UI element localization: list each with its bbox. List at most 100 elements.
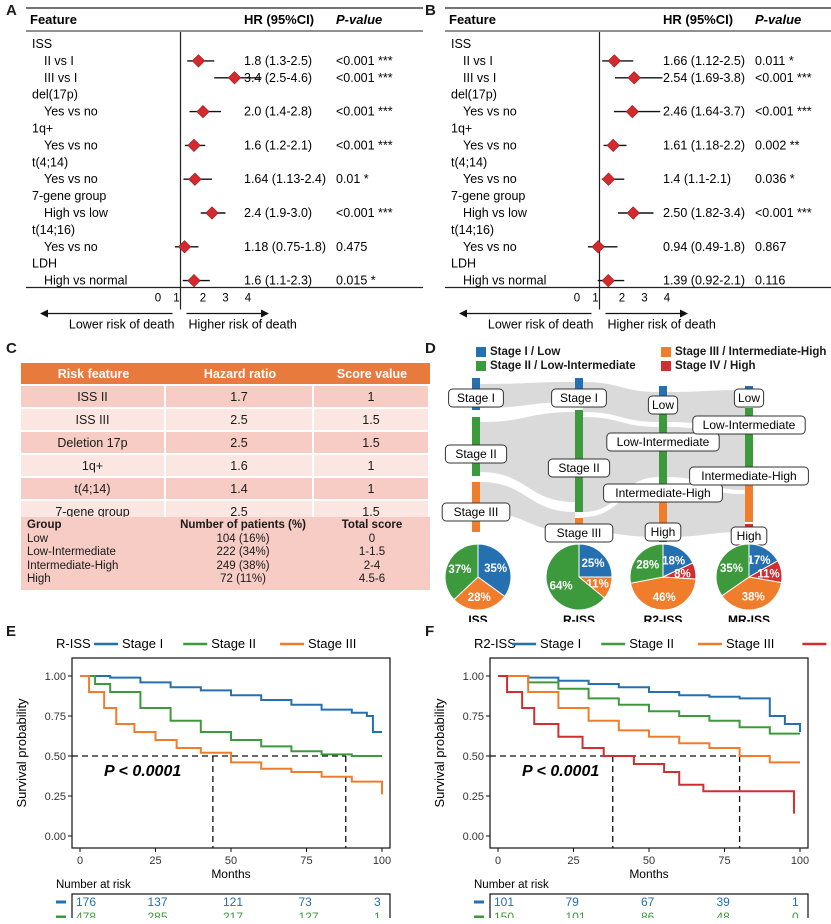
- sankey-node-box: [444, 444, 508, 464]
- risk-count: 121: [223, 895, 243, 909]
- pie-label: 46%: [653, 592, 676, 604]
- axis-tick-label: 2: [200, 293, 206, 305]
- table-cell: 2.5: [166, 432, 314, 453]
- legend-swatch: [476, 347, 486, 357]
- p-value: <0.001 ***: [336, 54, 393, 68]
- forest-group-label: 1q+: [32, 122, 53, 136]
- lower-risk-label: Lower risk of death: [488, 318, 594, 332]
- sankey-node-bar: [659, 490, 667, 532]
- p-value: 0.01 *: [336, 172, 369, 186]
- total-score: 2-4: [363, 559, 381, 572]
- x-axis-label: Months: [211, 867, 250, 881]
- risk-count: 101: [494, 895, 514, 909]
- header-hazard-ratio: Hazard ratio: [166, 363, 314, 384]
- hazard-ratio-marker: [187, 273, 201, 288]
- forest-row-label: III vs I: [44, 71, 77, 85]
- table-header-row: Risk feature Hazard ratio Score value: [21, 363, 430, 384]
- table-cell: 1.5: [314, 501, 430, 522]
- group-name: Intermediate-High: [27, 559, 119, 572]
- group-name: High: [27, 573, 51, 585]
- forest-group-label: 7-gene group: [451, 189, 525, 203]
- y-axis-label: Survival probability: [432, 698, 447, 808]
- total-score: 1-1.5: [358, 546, 386, 558]
- y-tick-label: 0.25: [45, 791, 66, 803]
- x-tick-label: 75: [718, 855, 730, 867]
- hazard-ratio-marker: [591, 240, 605, 254]
- risk-count: 67: [641, 895, 655, 909]
- forest-row-label: II vs I: [463, 54, 493, 68]
- pie-slice: [715, 543, 750, 597]
- x-tick-label: 25: [567, 855, 579, 867]
- risk-table-title: Number at risk: [474, 879, 549, 891]
- sankey-node-label: Stage III: [454, 505, 499, 519]
- x-axis-label: Months: [629, 867, 668, 881]
- x-tick-label: 75: [300, 855, 312, 867]
- panel-label-b: B: [425, 2, 436, 19]
- km-title: R-ISS: [56, 636, 91, 651]
- forest-group-label: t(14;16): [451, 223, 494, 237]
- x-tick-label: 25: [149, 855, 161, 867]
- arrowhead-right: [261, 309, 269, 318]
- risk-count: 39: [717, 895, 731, 909]
- pie-label: 28%: [636, 559, 659, 571]
- legend-label: Stage II: [211, 636, 256, 651]
- forest-row-label: High vs normal: [463, 274, 546, 288]
- p-value: <0.001 ***: [336, 206, 393, 220]
- y-tick-label: 1.00: [45, 671, 66, 683]
- table-cell: t(4;14): [21, 478, 166, 499]
- pie-label: 17%: [747, 555, 770, 567]
- forest-group-label: ISS: [451, 37, 471, 51]
- header-feature: Feature: [30, 12, 77, 27]
- p-value: 0.015 *: [336, 274, 376, 288]
- pie-slice: [629, 543, 664, 584]
- forest-group-label: LDH: [32, 257, 57, 271]
- higher-risk-label: Higher risk of death: [608, 318, 716, 332]
- sankey-node-label: Intermediate-High: [701, 469, 796, 483]
- risk-count: 3: [374, 895, 381, 909]
- sankey-node-box: [544, 523, 614, 543]
- panel-label-c: C: [6, 340, 17, 357]
- pie-slice: [721, 576, 783, 611]
- risk-table-frame: [71, 893, 391, 918]
- axis-tick-label: 1: [173, 293, 179, 305]
- risk-count: 1: [374, 910, 381, 918]
- pie-slice: [629, 576, 697, 611]
- sankey-node-box: [551, 388, 607, 408]
- hr-value: 1.6 (1.2-2.1): [244, 138, 312, 152]
- hr-value: 1.8 (1.3-2.5): [244, 54, 312, 68]
- header-feature: Feature: [449, 12, 496, 27]
- hr-value: 3.4 (2.5-4.6): [244, 71, 312, 85]
- y-tick-label: 1.00: [463, 671, 484, 683]
- risk-count: 73: [299, 895, 313, 909]
- group-name: Low: [27, 532, 49, 545]
- hazard-ratio-marker: [606, 138, 620, 153]
- table-row: ISS II 1.7 1: [21, 386, 430, 407]
- forest-row-label: III vs I: [463, 71, 496, 85]
- score-header: Total score: [341, 519, 403, 531]
- group-score-block: Group Low Low-Intermediate Intermediate-…: [21, 517, 430, 590]
- legend-swatch: [661, 347, 671, 357]
- km-plot-e: R-ISS Stage I Stage II Stage III 0.00 0.25 0.5…: [14, 636, 391, 918]
- sankey-node-label: Stage III: [557, 526, 602, 540]
- table-row: 7-gene group 2.5 1.5: [21, 501, 430, 522]
- patients-header: Number of patients (%): [180, 519, 306, 531]
- sankey-node-label: High: [651, 525, 676, 539]
- hazard-ratio-marker: [205, 206, 219, 220]
- survival-curve: [80, 675, 383, 795]
- header-pvalue: P-value: [755, 12, 801, 27]
- risk-count: 176: [76, 895, 96, 909]
- risk-table-title: Number at risk: [56, 879, 131, 891]
- legend-label: Stage II / Low-Intermediate: [490, 360, 636, 372]
- table-row: ISS III 2.5 1.5: [21, 409, 430, 430]
- p-value: <0.001 ***: [336, 105, 393, 119]
- risk-count: 48: [717, 910, 731, 918]
- patients-count: 222 (34%): [216, 546, 270, 558]
- pie-title: R-ISS: [563, 613, 595, 622]
- sankey-node-label: Low-Intermediate: [703, 418, 796, 432]
- legend-label: Stage III: [308, 636, 356, 651]
- pie-label: 35%: [720, 563, 743, 575]
- x-tick-label: 50: [225, 855, 237, 867]
- table-cell: 1.5: [314, 432, 430, 453]
- risk-count: 1: [792, 895, 799, 909]
- table-cell: 1: [314, 455, 430, 476]
